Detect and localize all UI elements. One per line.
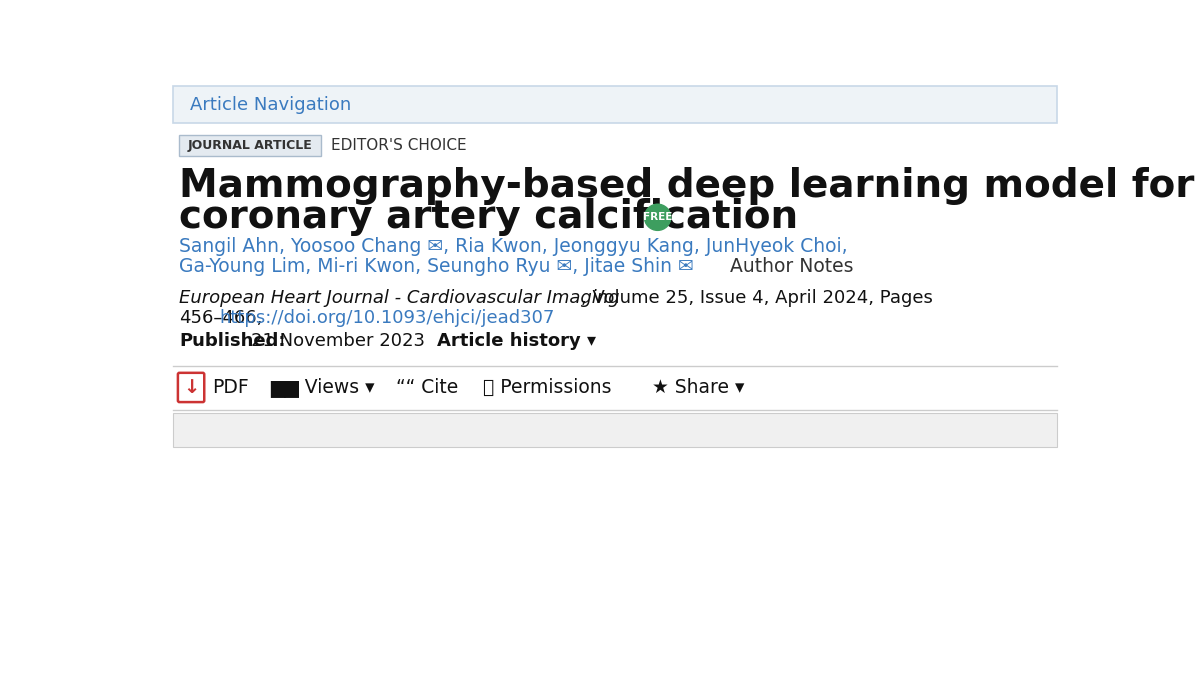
Text: coronary artery calcification: coronary artery calcification: [180, 198, 798, 236]
Text: Published:: Published:: [180, 332, 286, 350]
Text: ▇▇ Views ▾: ▇▇ Views ▾: [270, 377, 374, 398]
Text: Ga-Young Lim, Mi-ri Kwon, Seungho Ryu ✉, Jitae Shin ✉: Ga-Young Lim, Mi-ri Kwon, Seungho Ryu ✉,…: [180, 257, 695, 276]
Text: 🔑 Permissions: 🔑 Permissions: [484, 378, 612, 397]
Text: ★ Share ▾: ★ Share ▾: [653, 378, 744, 397]
Text: Article history ▾: Article history ▾: [437, 332, 595, 350]
Text: European Heart Journal - Cardiovascular Imaging: European Heart Journal - Cardiovascular …: [180, 289, 620, 307]
Text: Mammography-based deep learning model for: Mammography-based deep learning model fo…: [180, 167, 1195, 205]
Text: ↓: ↓: [182, 378, 199, 397]
Text: PDF: PDF: [212, 378, 248, 397]
Text: EDITOR'S CHOICE: EDITOR'S CHOICE: [331, 138, 467, 153]
FancyBboxPatch shape: [173, 413, 1057, 447]
FancyBboxPatch shape: [178, 373, 204, 402]
Text: Sangil Ahn, Yoosoo Chang ✉, Ria Kwon, Jeonggyu Kang, JunHyeok Choi,: Sangil Ahn, Yoosoo Chang ✉, Ria Kwon, Je…: [180, 237, 848, 256]
Circle shape: [644, 205, 671, 230]
Text: Article Navigation: Article Navigation: [191, 96, 352, 114]
Text: 456–466,: 456–466,: [180, 309, 263, 327]
Text: ““ Cite: ““ Cite: [396, 378, 458, 397]
FancyBboxPatch shape: [180, 135, 320, 157]
Text: FREE: FREE: [643, 213, 672, 222]
Text: , Volume 25, Issue 4, April 2024, Pages: , Volume 25, Issue 4, April 2024, Pages: [581, 289, 932, 307]
Text: 21 November 2023: 21 November 2023: [251, 332, 425, 350]
FancyBboxPatch shape: [173, 86, 1057, 124]
Text: https://doi.org/10.1093/ehjci/jead307: https://doi.org/10.1093/ehjci/jead307: [220, 309, 556, 327]
Text: JOURNAL ARTICLE: JOURNAL ARTICLE: [187, 139, 312, 152]
Text: Author Notes: Author Notes: [730, 257, 853, 276]
